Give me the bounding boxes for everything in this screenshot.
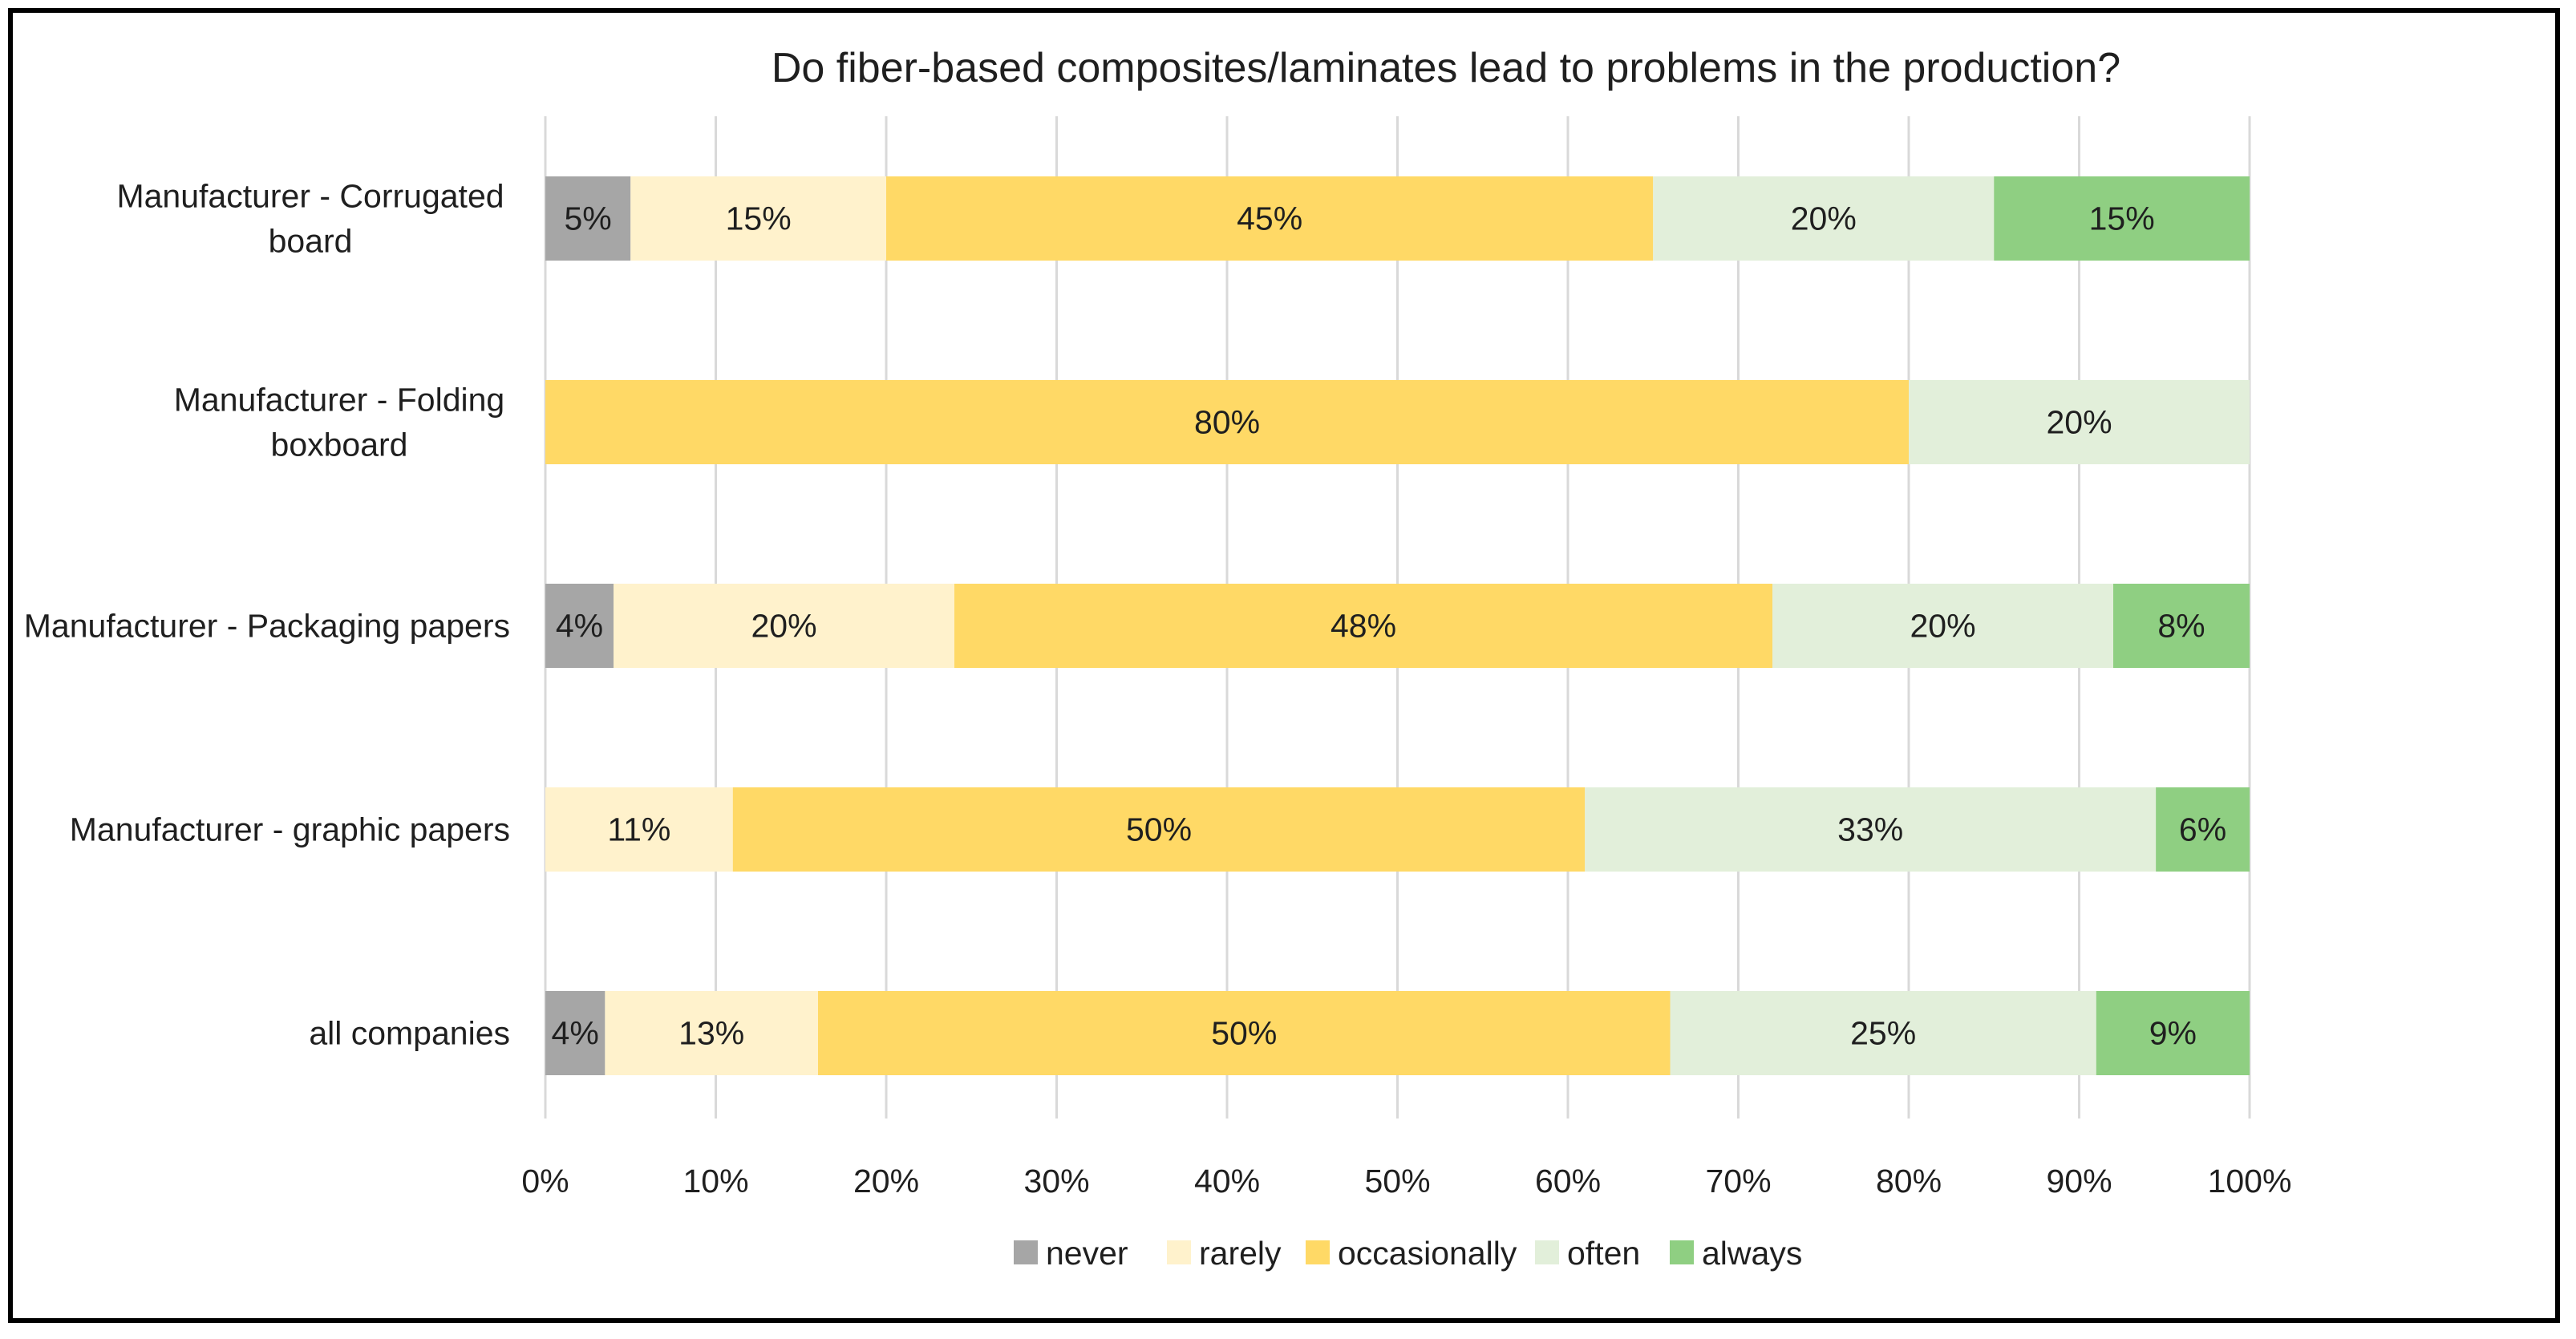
data-label-often: 20% <box>1910 608 1975 645</box>
data-label-occasionally: 50% <box>1211 1015 1277 1052</box>
bar-segment-rarely <box>605 991 818 1075</box>
bar-segment-never <box>545 176 631 261</box>
data-labels: 5% 15% 45% 20% 15% 80% 20% 4% 20% 48% 20% 8% 11% 50% 3… <box>552 200 2227 1052</box>
category-labels: Manufacturer - Corrugated board Manufactur… <box>24 178 510 1052</box>
bar-segment-often <box>1772 584 2113 668</box>
legend-label-never: never <box>1046 1235 1128 1272</box>
data-label-occasionally: 50% <box>1126 811 1192 848</box>
category-label: Manufacturer - Corrugated board <box>116 178 504 260</box>
bar-segment-always <box>2096 991 2250 1075</box>
x-tick-label: 80% <box>1876 1163 1942 1199</box>
legend-swatch-often <box>1535 1240 1559 1264</box>
x-tick-labels: 0% 10% 20% 30% 40% 50% 60% 70% 80% 90% 100% <box>521 1163 2291 1199</box>
data-label-never: 5% <box>564 200 611 237</box>
bar-segment-often <box>1909 380 2250 464</box>
bar-segment-occasionally <box>886 176 1654 261</box>
bar-segment-always <box>2113 584 2250 668</box>
x-tick-label: 40% <box>1194 1163 1260 1199</box>
bar-segment-rarely <box>614 584 954 668</box>
bar-segment-often <box>1670 991 2096 1075</box>
data-label-never: 4% <box>556 608 603 645</box>
bar-segment-often <box>1653 176 1995 261</box>
bars <box>545 176 2250 1075</box>
legend-label-rarely: rarely <box>1199 1235 1282 1272</box>
data-label-often: 25% <box>1850 1015 1916 1052</box>
data-label-occasionally: 48% <box>1331 608 1396 645</box>
category-label: Manufacturer - graphic papers <box>70 811 510 848</box>
legend-swatch-occasionally <box>1306 1240 1330 1264</box>
category-label: all companies <box>309 1015 510 1052</box>
bar-segment-occasionally <box>818 991 1671 1075</box>
data-label-always: 15% <box>2089 200 2155 237</box>
data-label-never: 4% <box>552 1015 599 1052</box>
legend: never rarely occasionally often always <box>1014 1235 1802 1272</box>
x-tick-label: 0% <box>521 1163 569 1199</box>
data-label-often: 20% <box>1791 200 1857 237</box>
category-label: Manufacturer - Packaging papers <box>24 608 510 645</box>
chart-title: Do fiber-based composites/laminates lead… <box>772 45 2120 91</box>
data-label-always: 6% <box>2179 811 2226 848</box>
data-label-occasionally: 45% <box>1237 200 1302 237</box>
bar-segment-never <box>545 584 614 668</box>
data-label-occasionally: 80% <box>1194 404 1260 441</box>
bar-segment-rarely <box>545 787 733 872</box>
legend-swatch-never <box>1014 1240 1038 1264</box>
x-tick-label: 20% <box>853 1163 919 1199</box>
data-label-rarely: 13% <box>678 1015 744 1052</box>
data-label-rarely: 20% <box>751 608 816 645</box>
data-label-often: 33% <box>1837 811 1903 848</box>
bar-segment-always <box>1994 176 2250 261</box>
x-tick-label: 90% <box>2046 1163 2112 1199</box>
bar-segment-rarely <box>630 176 886 261</box>
bar-segment-never <box>545 991 606 1075</box>
x-tick-label: 60% <box>1535 1163 1601 1199</box>
bar-segment-always <box>2156 787 2250 872</box>
bar-segment-occasionally <box>732 787 1586 872</box>
legend-swatch-always <box>1670 1240 1694 1264</box>
legend-swatch-rarely <box>1167 1240 1191 1264</box>
data-label-always: 8% <box>2157 608 2205 645</box>
bar-segment-occasionally <box>545 380 1909 464</box>
x-tick-label: 100% <box>2208 1163 2292 1199</box>
bar-segment-occasionally <box>954 584 1772 668</box>
x-tick-label: 30% <box>1023 1163 1089 1199</box>
data-label-often: 20% <box>2046 404 2112 441</box>
data-label-rarely: 11% <box>607 811 670 848</box>
bar-segment-often <box>1585 787 2157 872</box>
x-tick-label: 50% <box>1364 1163 1430 1199</box>
x-tick-label: 10% <box>682 1163 748 1199</box>
data-label-always: 9% <box>2149 1015 2197 1052</box>
legend-label-often: often <box>1567 1235 1640 1272</box>
data-label-rarely: 15% <box>726 200 792 237</box>
legend-label-occasionally: occasionally <box>1338 1235 1517 1272</box>
category-label: Manufacturer - Folding boxboard <box>174 382 504 463</box>
x-tick-label: 70% <box>1705 1163 1771 1199</box>
legend-label-always: always <box>1702 1235 1802 1272</box>
